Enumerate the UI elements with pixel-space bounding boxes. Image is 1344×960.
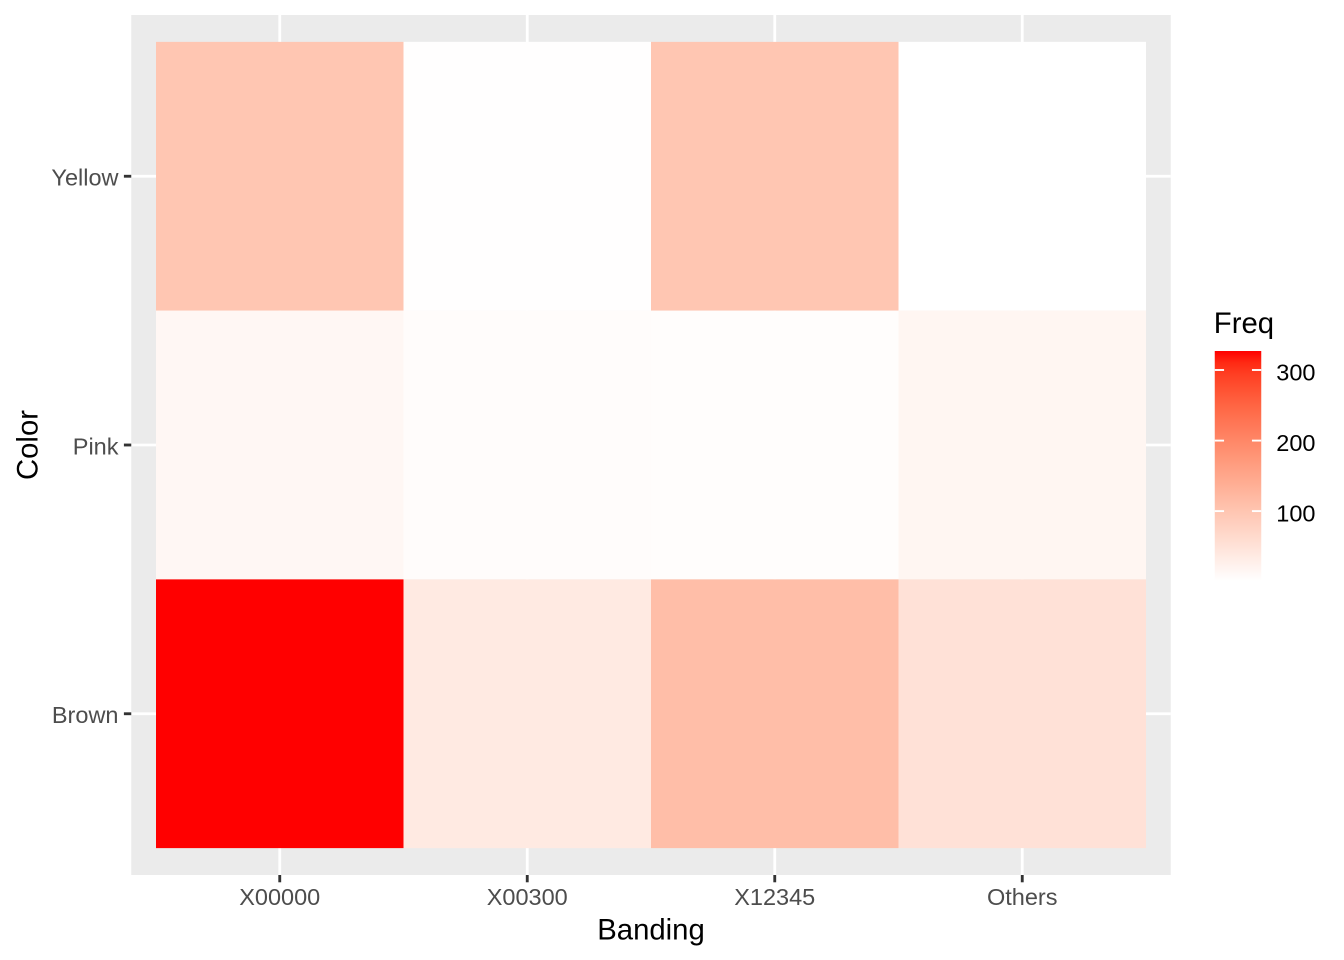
svg-text:Freq: Freq [1214, 307, 1274, 340]
svg-text:Pink: Pink [73, 433, 119, 459]
svg-text:Color: Color [12, 410, 45, 480]
svg-text:100: 100 [1276, 501, 1315, 527]
svg-text:Banding: Banding [597, 914, 705, 947]
svg-text:Brown: Brown [52, 702, 119, 728]
svg-text:300: 300 [1276, 359, 1315, 385]
svg-text:X00300: X00300 [487, 884, 568, 910]
svg-text:Others: Others [987, 884, 1058, 910]
svg-text:Yellow: Yellow [51, 165, 119, 191]
svg-text:X00000: X00000 [239, 884, 320, 910]
svg-text:200: 200 [1276, 430, 1315, 456]
svg-text:X12345: X12345 [734, 884, 815, 910]
